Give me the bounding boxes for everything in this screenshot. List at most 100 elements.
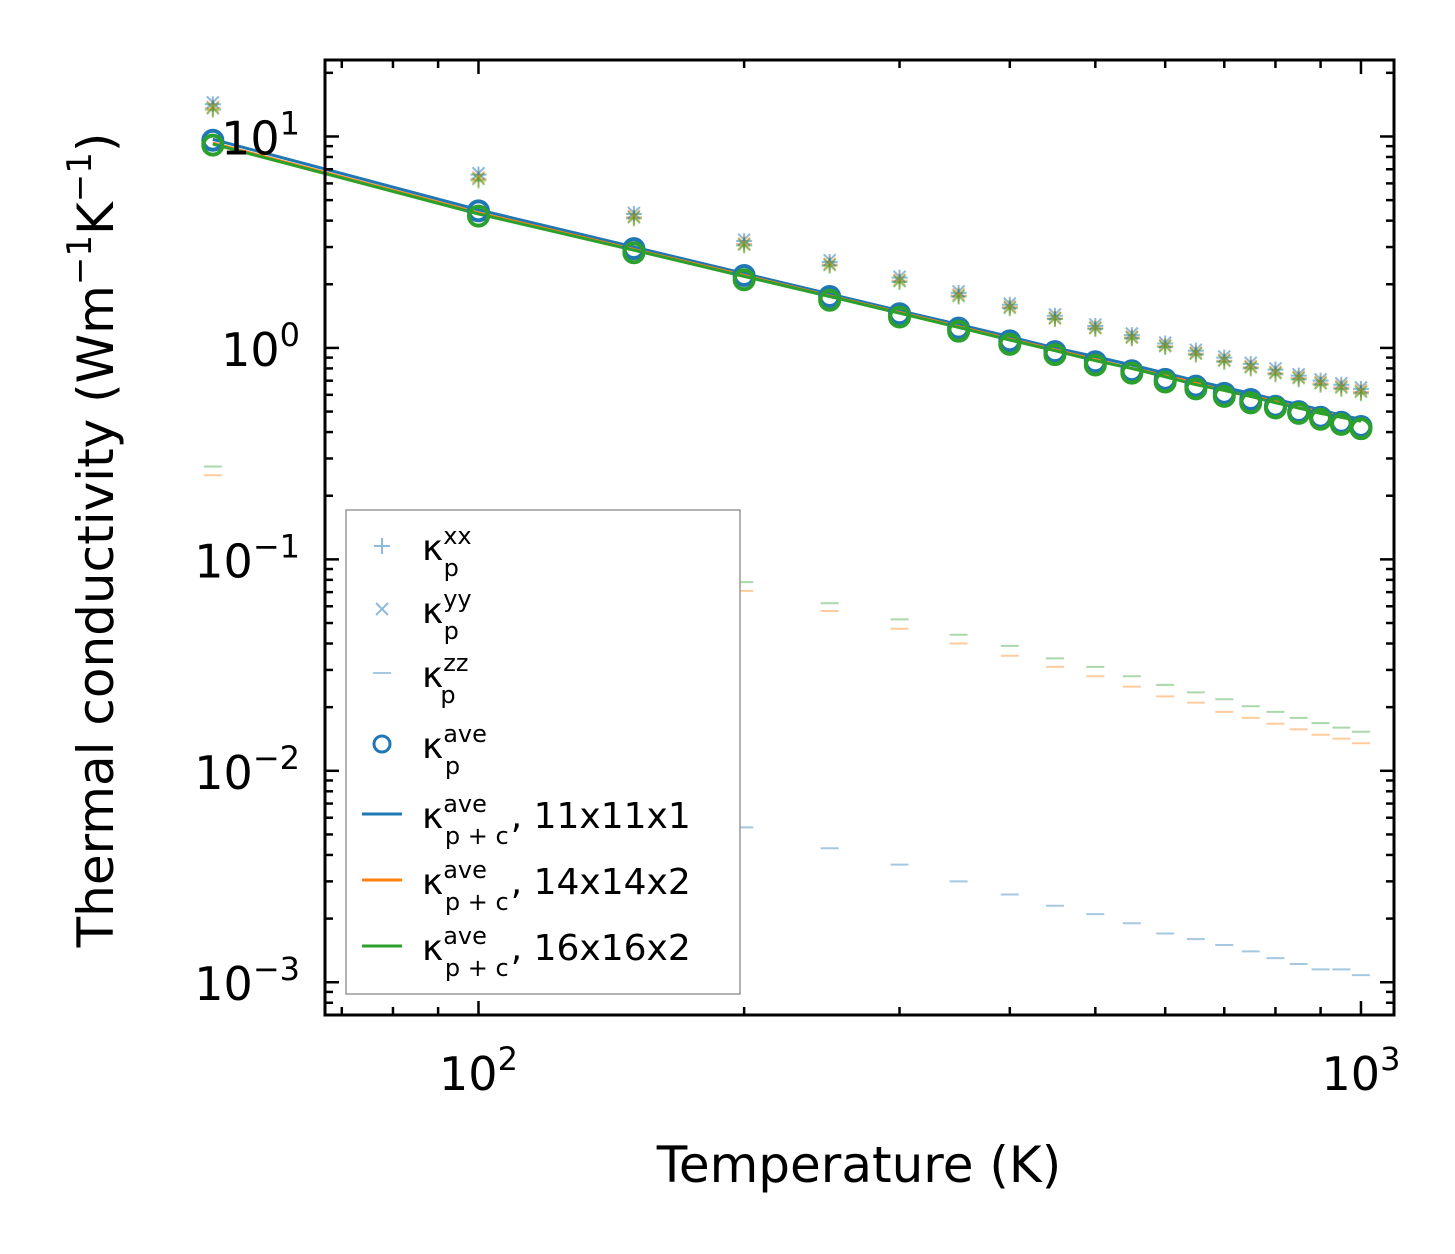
point-circle (1309, 407, 1333, 431)
series-line--p-c-ave-16x16x2 (212, 142, 1362, 423)
point-plus (470, 172, 487, 189)
legend-entry: κzz p (373, 649, 468, 709)
point-cross (1003, 300, 1017, 315)
point-cross (471, 172, 486, 186)
legend-entry: κave p + c, 14x14x2 (362, 856, 691, 916)
point-circle (1184, 377, 1208, 401)
y-tick-label: 10−2 (194, 739, 300, 800)
y-axis-label-suffix: ) (67, 133, 125, 153)
legend-entry: κave p (372, 720, 487, 780)
point-cross (1291, 371, 1306, 385)
series--p-yy-11x11x1 (206, 95, 1368, 395)
point-cross (627, 210, 641, 224)
point-cross (471, 166, 486, 180)
point-cross (1313, 372, 1328, 387)
point-cross (471, 170, 486, 185)
series--p-zz-11x11x1 (469, 759, 1370, 977)
point-cross (1354, 380, 1368, 395)
point-circle (201, 133, 225, 157)
legend-label: κzz p (422, 649, 468, 709)
point-cross (1125, 326, 1139, 341)
point-cross (951, 287, 966, 302)
point-cross (1088, 321, 1103, 335)
series--p-yy-16x16x2 (206, 101, 1368, 399)
point-cross (1354, 385, 1368, 399)
point-circle (1212, 384, 1236, 408)
point-cross (1158, 339, 1172, 353)
legend-label: κave p (422, 720, 487, 780)
y-tick-label: 101 (221, 104, 300, 165)
point-cross (1268, 366, 1283, 380)
y-axis-label-exp2: −1 (60, 152, 100, 202)
point-cross (1217, 354, 1231, 368)
point-circle (1263, 396, 1287, 420)
y-axis-label-mid: K (67, 201, 125, 235)
legend-label: κxx p (422, 522, 472, 582)
point-cross (1334, 376, 1349, 391)
legend-marker-plus (374, 538, 390, 554)
point-cross (1217, 349, 1231, 364)
point-cross (1334, 380, 1349, 395)
point-cross (822, 253, 837, 267)
point-cross (1048, 307, 1062, 322)
legend-entry: κave p + c, 11x11x1 (362, 790, 691, 850)
point-cross (1244, 356, 1258, 370)
point-cross (206, 101, 220, 115)
point-cross (951, 284, 966, 299)
x-axis-label: Temperature (K) (656, 1136, 1061, 1194)
plot-frame (323, 58, 1396, 1017)
point-cross (1003, 296, 1017, 311)
point-cross (206, 95, 220, 110)
point-circle (1153, 370, 1177, 394)
point-cross (822, 258, 837, 272)
legend-entry: κyy p (375, 585, 472, 645)
point-cross (951, 289, 966, 303)
legend-marker-circle (372, 734, 392, 754)
point-cross (1268, 361, 1283, 376)
point-circle (622, 241, 646, 265)
point-cross (1158, 335, 1172, 350)
point-circle (1043, 343, 1067, 367)
point-circle (998, 332, 1022, 356)
point-cross (1354, 383, 1368, 398)
point-circle (466, 204, 490, 228)
point-cross (892, 274, 907, 288)
point-cross (1313, 376, 1328, 391)
point-cross (737, 237, 751, 252)
legend-label: κave p + c, 11x11x1 (422, 790, 691, 850)
legend-label: κave p + c, 16x16x2 (422, 922, 691, 982)
y-axis-label-prefix: Thermal conductivity (Wm (67, 285, 125, 948)
y-axis-label-exp1: −1 (60, 235, 100, 285)
point-circle (1239, 391, 1263, 415)
y-tick-label: 10−1 (194, 527, 300, 588)
point-circle (732, 268, 756, 292)
y-tick-label: 10−3 (194, 950, 300, 1011)
point-circle (1287, 401, 1311, 425)
point-cross (1048, 311, 1062, 326)
y-tick-label: 100 (221, 316, 300, 377)
point-cross (1125, 330, 1139, 345)
legend-label: κyy p (422, 585, 472, 645)
point-cross (1088, 317, 1103, 332)
legend-marker-cross (375, 602, 389, 616)
point-circle (1120, 361, 1144, 385)
point-cross (1291, 367, 1306, 382)
point-circle (888, 305, 912, 329)
legend-entry: κxx p (374, 522, 472, 582)
legend-box (345, 509, 741, 995)
point-cross (1244, 360, 1258, 374)
point-cross (892, 270, 907, 284)
plot-marks (201, 95, 1373, 977)
point-cross (1189, 346, 1203, 361)
x-tick-label: 103 (1322, 1040, 1401, 1101)
legend-entry: κave p + c, 16x16x2 (362, 922, 691, 982)
axis-tick-labels: 102 103 101 100 10−1 10−2 10−3 (194, 104, 1400, 1101)
point-circle (1349, 417, 1373, 441)
point-cross (1189, 343, 1203, 357)
y-axis-label: Thermal conductivity (Wm−1K−1) (60, 133, 125, 949)
point-cross (737, 232, 751, 247)
point-circle (947, 319, 971, 343)
point-circle (1083, 353, 1107, 377)
